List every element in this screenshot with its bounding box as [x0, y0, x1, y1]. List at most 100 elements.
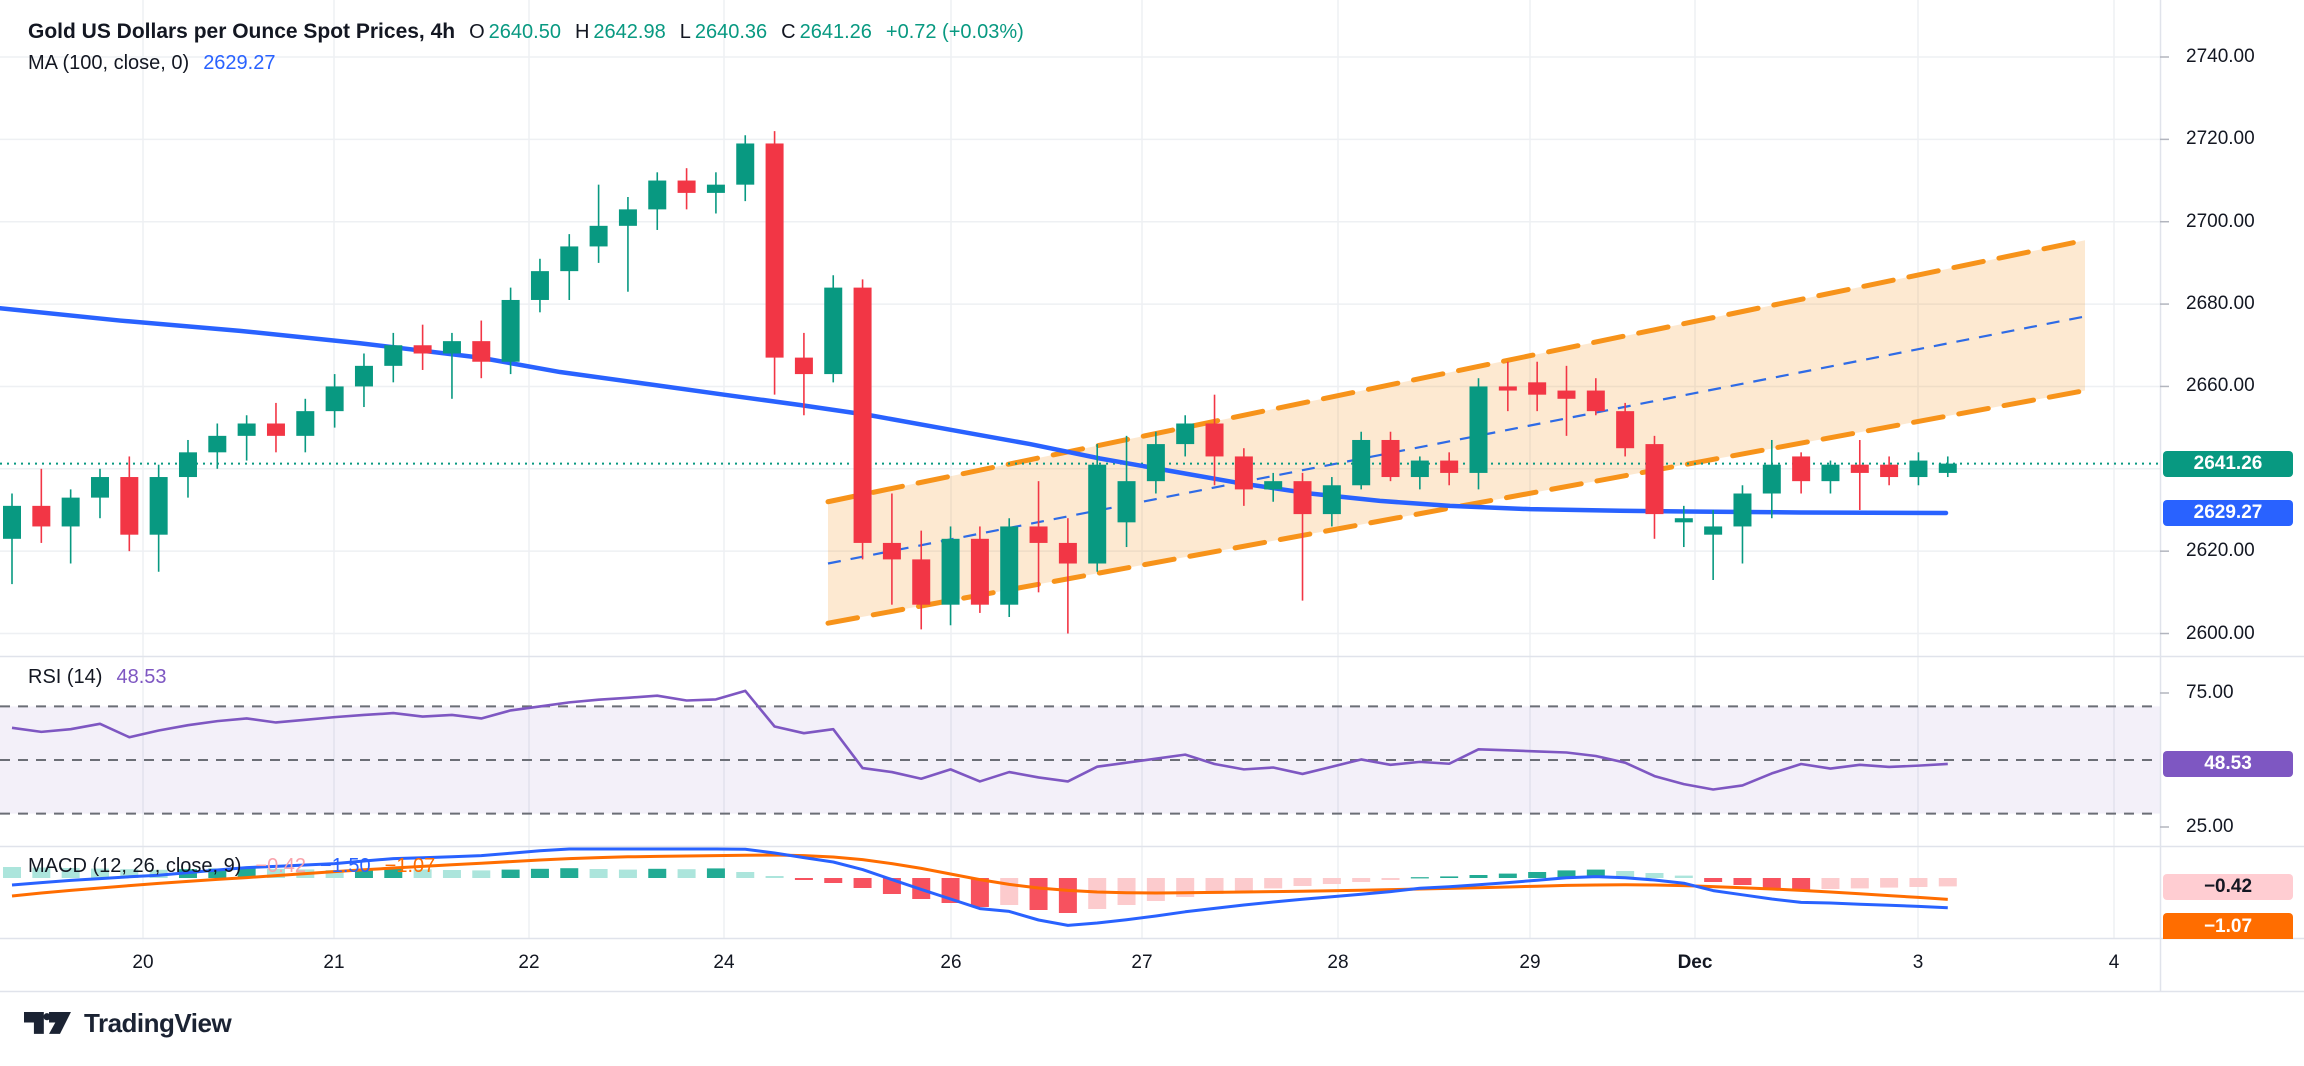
candle[interactable]: [912, 530, 931, 630]
time-axis-label: 29: [1519, 952, 1541, 973]
ma-value: 2629.27: [203, 52, 276, 74]
macd-hist-bar: [1792, 878, 1811, 890]
candle[interactable]: [1674, 505, 1693, 548]
price-axis-label: 2720.00: [2186, 128, 2255, 150]
candle[interactable]: [1029, 481, 1048, 593]
candle[interactable]: [1000, 518, 1019, 618]
candle[interactable]: [794, 332, 813, 416]
candle[interactable]: [1498, 361, 1517, 412]
candle[interactable]: [1850, 439, 1869, 510]
rsi-series[interactable]: [11, 689, 1948, 791]
candle[interactable]: [208, 423, 227, 469]
candle[interactable]: [1762, 439, 1781, 519]
candle[interactable]: [120, 456, 139, 552]
candle[interactable]: [1469, 378, 1488, 490]
ma-price-badge: 2629.27: [2163, 500, 2293, 526]
candle[interactable]: [413, 324, 432, 370]
macd-hist-bar: [1410, 877, 1429, 879]
candle[interactable]: [1088, 444, 1107, 572]
candle[interactable]: [354, 353, 373, 408]
candle[interactable]: [1909, 452, 1928, 486]
candle[interactable]: [1410, 456, 1429, 490]
candle[interactable]: [853, 279, 872, 560]
candle[interactable]: [442, 332, 461, 399]
candle[interactable]: [736, 135, 755, 202]
candle[interactable]: [61, 489, 80, 564]
candle[interactable]: [1704, 509, 1723, 580]
candle[interactable]: [677, 168, 696, 210]
candle[interactable]: [1557, 365, 1576, 436]
brand-text: TradingView: [84, 1008, 232, 1038]
macd-series[interactable]: [3, 847, 1957, 927]
candle[interactable]: [472, 320, 491, 379]
ma100-line: [0, 305, 1949, 516]
rsi-legend[interactable]: RSI (14) 48.53: [28, 666, 167, 689]
candle[interactable]: [530, 258, 549, 313]
candle[interactable]: [1616, 402, 1635, 457]
candle[interactable]: [178, 439, 197, 498]
candle[interactable]: [1880, 456, 1899, 486]
candle[interactable]: [1586, 378, 1605, 416]
candle[interactable]: [1205, 394, 1224, 486]
candle[interactable]: [1528, 361, 1547, 412]
macd-hist-bar: [1938, 878, 1957, 887]
regression-channel[interactable]: [825, 237, 2088, 626]
candle[interactable]: [1058, 518, 1077, 634]
candle[interactable]: [765, 131, 784, 395]
candle[interactable]: [1264, 472, 1283, 502]
candle[interactable]: [1352, 431, 1371, 490]
candle[interactable]: [648, 172, 667, 230]
candle[interactable]: [32, 468, 51, 543]
macd-hist-bar: [1264, 878, 1283, 889]
candle[interactable]: [1117, 435, 1136, 548]
macd-hist-bar: [1029, 878, 1048, 910]
macd-hist-bar: [677, 869, 696, 878]
candle[interactable]: [882, 493, 901, 605]
panel-frame: [0, 0, 2304, 993]
candle[interactable]: [266, 402, 285, 453]
candle[interactable]: [1146, 431, 1165, 494]
candle[interactable]: [384, 332, 403, 383]
candle[interactable]: [90, 468, 109, 519]
candle[interactable]: [1381, 431, 1400, 482]
candle[interactable]: [1938, 456, 1957, 478]
time-axis-label: Dec: [1677, 952, 1713, 973]
candle[interactable]: [1176, 415, 1195, 457]
candle[interactable]: [941, 526, 960, 626]
candle[interactable]: [1440, 452, 1459, 486]
candle[interactable]: [1322, 477, 1341, 527]
symbol-legend[interactable]: Gold US Dollars per Ounce Spot Prices, 4…: [28, 20, 1024, 44]
candle[interactable]: [296, 398, 315, 453]
candle[interactable]: [1645, 435, 1664, 539]
macd-hist-bar: [1616, 871, 1635, 878]
candle[interactable]: [618, 197, 637, 292]
macd-hist-bar: [970, 878, 989, 907]
candle[interactable]: [1293, 472, 1312, 601]
candle[interactable]: [589, 184, 608, 263]
macd-hist-bar: [1880, 878, 1899, 888]
macd-hist-bar: [648, 868, 667, 878]
candle[interactable]: [1733, 485, 1752, 564]
candle[interactable]: [149, 464, 168, 572]
macd-legend[interactable]: MACD (12, 26, close, 9) −0.42 −1.50 −1.0…: [28, 855, 435, 878]
rsi-label: RSI (14): [28, 666, 103, 688]
candle[interactable]: [1821, 460, 1840, 494]
candle[interactable]: [970, 526, 989, 613]
rsi-line: [11, 689, 1948, 791]
candle[interactable]: [560, 234, 579, 300]
candle[interactable]: [824, 275, 843, 383]
candle[interactable]: [706, 172, 725, 214]
macd-hist-bar: [1440, 876, 1459, 878]
macd-hist-bar: [736, 872, 755, 878]
candle[interactable]: [3, 493, 21, 585]
candle[interactable]: [501, 287, 520, 375]
tradingview-logo[interactable]: TradingView: [24, 1008, 232, 1039]
candlestick-series[interactable]: [3, 131, 1957, 634]
candle[interactable]: [1792, 452, 1811, 494]
macd-hist-bar: [325, 870, 344, 878]
candle[interactable]: [1234, 448, 1253, 506]
candle[interactable]: [237, 415, 256, 461]
ma-legend[interactable]: MA (100, close, 0) 2629.27: [28, 52, 275, 75]
candle[interactable]: [325, 374, 344, 428]
